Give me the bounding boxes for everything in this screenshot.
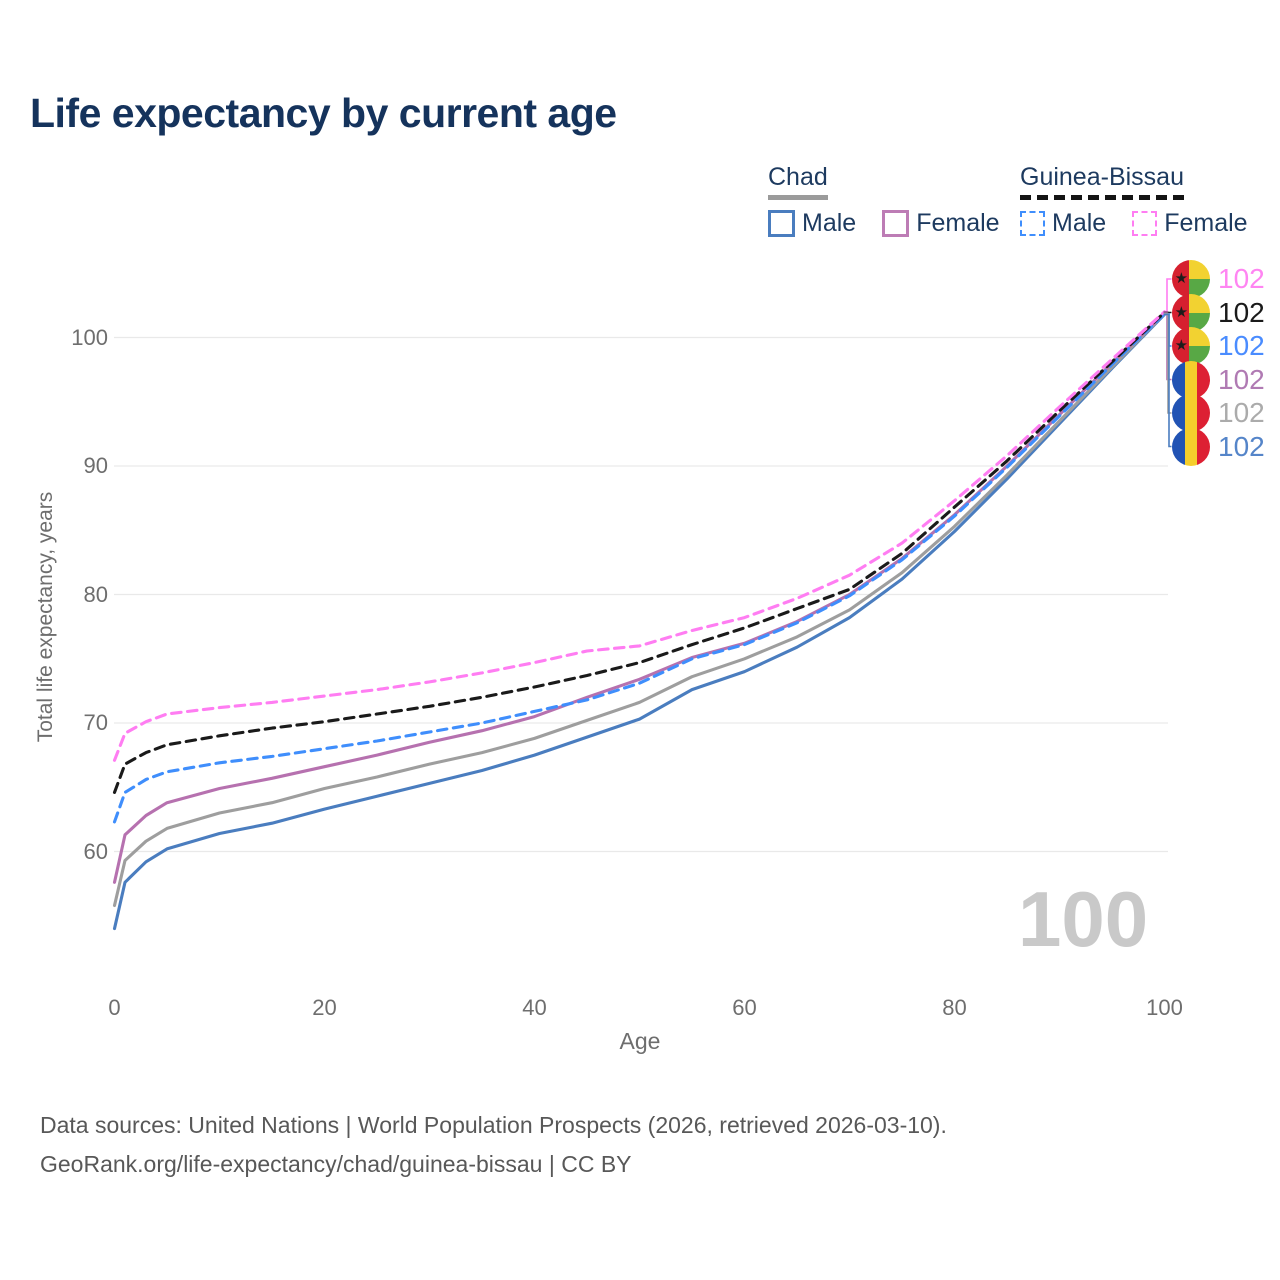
guinea-bissau-flag-icon: ★ xyxy=(1172,293,1210,332)
x-tick-label-80: 80 xyxy=(942,995,967,1020)
flag-stripe xyxy=(1188,293,1210,313)
flag-stripe xyxy=(1188,279,1210,298)
series-line-chad-male[interactable] xyxy=(112,312,1167,931)
end-label-row-chad-male: 102 xyxy=(1172,427,1265,466)
legend-label: Male xyxy=(802,209,857,237)
legend-item-chad-male[interactable]: Male xyxy=(768,209,856,238)
gnb-female-swatch-icon xyxy=(1132,211,1158,236)
end-label-leader-chad-both xyxy=(1163,312,1172,414)
legend-label: Female xyxy=(1164,209,1248,237)
end-label-row-chad-both: 102 xyxy=(1172,394,1265,432)
y-tick-label-70: 70 xyxy=(83,710,108,735)
flag-stripe xyxy=(1172,394,1185,432)
gnb-male-swatch-icon xyxy=(1020,211,1045,236)
legend-item-gnb-female[interactable]: Female xyxy=(1132,209,1248,238)
footer: Data sources: United Nations | World Pop… xyxy=(40,1106,947,1184)
legend-gnb-line-key xyxy=(1020,195,1184,200)
y-axis-title: Total life expectancy, years xyxy=(34,491,57,743)
end-label-value: 102 xyxy=(1218,363,1265,395)
chad-flag-icon xyxy=(1172,394,1210,432)
chad-male-swatch-icon xyxy=(768,210,795,237)
legend-group-guinea-bissau: Guinea-Bissau Male Female xyxy=(1020,163,1248,238)
flag-stripe xyxy=(1172,427,1185,466)
legend-label: Female xyxy=(916,209,1000,237)
chad-female-swatch-icon xyxy=(882,210,910,237)
end-label-row-guinea-bissau-both: ★102 xyxy=(1172,293,1265,332)
x-tick-label-60: 60 xyxy=(732,995,757,1020)
x-tick-label-40: 40 xyxy=(522,995,547,1020)
series-line-guinea-bissau-both[interactable] xyxy=(112,310,1167,794)
flag-stripe xyxy=(1184,360,1198,399)
flag-stripe xyxy=(1172,360,1185,399)
chad-flag-icon xyxy=(1172,427,1210,466)
legend-chad-line-key xyxy=(768,195,828,200)
flag-stripe xyxy=(1184,394,1198,432)
y-tick-label-60: 60 xyxy=(83,838,108,864)
page-title: Life expectancy by current age xyxy=(30,90,617,136)
flag-stripe xyxy=(1188,346,1210,365)
series-line-guinea-bissau-female[interactable] xyxy=(112,310,1167,762)
chad-flag-icon xyxy=(1172,360,1210,399)
x-axis-title: Age xyxy=(619,1028,661,1054)
flag-stripe xyxy=(1197,360,1210,399)
legend-item-gnb-male[interactable]: Male xyxy=(1020,209,1106,238)
flag-stripe xyxy=(1172,293,1189,332)
legend-item-chad-female[interactable]: Female xyxy=(882,209,1000,238)
x-tick-label-20: 20 xyxy=(312,995,337,1020)
x-tick-label-100: 100 xyxy=(1146,995,1183,1020)
legend-gnb-title: Guinea-Bissau xyxy=(1020,163,1184,191)
end-label-value: 102 xyxy=(1218,430,1265,462)
guinea-bissau-flag-icon: ★ xyxy=(1172,260,1210,298)
flag-stripe xyxy=(1197,427,1210,466)
end-label-row-guinea-bissau-male: ★ 102 xyxy=(1172,327,1265,365)
legend-chad-title: Chad xyxy=(768,163,828,191)
flag-stripe xyxy=(1188,312,1210,332)
guinea-bissau-flag-icon: ★ xyxy=(1172,327,1210,365)
flag-stripe xyxy=(1188,327,1210,346)
age-counter-watermark: 100 xyxy=(1018,875,1149,963)
flag-stripe xyxy=(1188,260,1210,279)
end-label-value: 102 xyxy=(1218,397,1265,428)
end-label-leader-chad-male xyxy=(1163,313,1172,448)
flag-stripe xyxy=(1184,427,1198,466)
x-tick-label-0: 0 xyxy=(108,995,121,1020)
flag-stripe xyxy=(1197,394,1210,432)
end-label-value: 102 xyxy=(1218,330,1265,361)
end-label-row-chad-female: 102 xyxy=(1172,360,1265,399)
flag-stripe xyxy=(1172,260,1189,298)
y-tick-label-90: 90 xyxy=(83,453,108,478)
legend-label: Male xyxy=(1052,209,1107,237)
footer-source-url: GeoRank.org/life-expectancy/chad/guinea-… xyxy=(40,1151,632,1177)
footer-data-sources: Data sources: United Nations | World Pop… xyxy=(40,1112,947,1138)
y-tick-label-80: 80 xyxy=(83,581,108,607)
legend-chad-title-wrap[interactable]: Chad xyxy=(768,163,828,200)
flag-stripe xyxy=(1172,327,1189,365)
series-line-chad-both[interactable] xyxy=(112,312,1167,908)
series-line-guinea-bissau-male[interactable] xyxy=(112,312,1167,824)
y-tick-label-100: 100 xyxy=(71,324,108,350)
legend-group-chad: Chad Male Female xyxy=(768,163,1000,238)
end-label-row-guinea-bissau-female: ★ 102 xyxy=(1172,260,1265,298)
series-line-chad-female[interactable] xyxy=(112,311,1167,884)
end-label-value: 102 xyxy=(1218,263,1265,294)
end-label-value: 102 xyxy=(1218,296,1265,328)
legend-gnb-title-wrap[interactable]: Guinea-Bissau xyxy=(1020,163,1184,200)
end-label-leader-guinea-bissau-female xyxy=(1163,278,1172,313)
